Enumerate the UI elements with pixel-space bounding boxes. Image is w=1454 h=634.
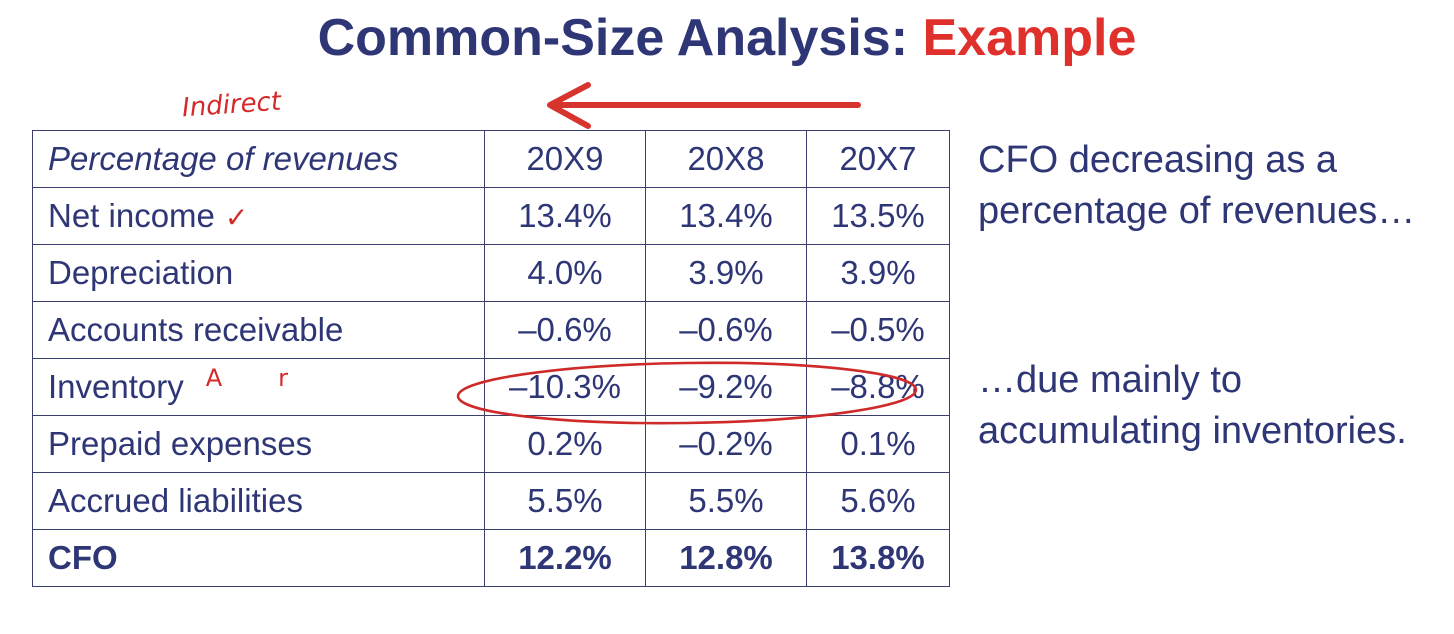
cell-value: 13.5% xyxy=(806,187,950,245)
check-mark-icon: ✓ xyxy=(224,201,249,234)
cell-value: 3.9% xyxy=(645,244,807,302)
header-20x8: 20X8 xyxy=(645,130,807,188)
total-value: 13.8% xyxy=(806,529,950,587)
table-row: Depreciation 4.0% 3.9% 3.9% xyxy=(32,244,950,302)
row-label-cell: Net income ✓ xyxy=(32,187,485,245)
table-total-row: CFO 12.2% 12.8% 13.8% xyxy=(32,529,950,587)
row-label: Accrued liabilities xyxy=(32,472,485,530)
row-label: Prepaid expenses xyxy=(32,415,485,473)
header-20x7: 20X7 xyxy=(806,130,950,188)
row-label: Accounts receivable xyxy=(32,301,485,359)
handwritten-indirect-note: Indirect xyxy=(181,86,282,124)
cell-value: 4.0% xyxy=(484,244,646,302)
circled-inventory-highlight xyxy=(456,361,918,425)
title-main: Common-Size Analysis: xyxy=(317,9,909,67)
table-row: Accrued liabilities 5.5% 5.5% 5.6% xyxy=(32,472,950,530)
note-cfo-decreasing: CFO decreasing as a percentage of revenu… xyxy=(978,139,1416,232)
cell-value: 5.6% xyxy=(806,472,950,530)
arrow-left-icon xyxy=(547,82,861,129)
note-accumulating-inventories: …due mainly to accumulating inventories. xyxy=(978,359,1407,452)
row-label: Inventory xyxy=(48,368,184,405)
cell-value: –0.5% xyxy=(806,301,950,359)
header-label: Percentage of revenues xyxy=(32,130,485,188)
header-20x9: 20X9 xyxy=(484,130,646,188)
table-row: Accounts receivable –0.6% –0.6% –0.5% xyxy=(32,301,950,359)
slide-title: Common-Size Analysis: Example xyxy=(0,8,1454,68)
cell-value: 13.4% xyxy=(484,187,646,245)
common-size-table: Percentage of revenues 20X9 20X8 20X7 Ne… xyxy=(32,130,950,587)
cell-value: 0.2% xyxy=(484,415,646,473)
table-header-row: Percentage of revenues 20X9 20X8 20X7 xyxy=(32,130,950,188)
row-label: Depreciation xyxy=(32,244,485,302)
cell-value: –0.6% xyxy=(484,301,646,359)
cell-value: –9.2% xyxy=(645,358,807,416)
cell-value: 13.4% xyxy=(645,187,807,245)
table-row: Net income ✓ 13.4% 13.4% 13.5% xyxy=(32,187,950,245)
cell-value: –0.6% xyxy=(645,301,807,359)
total-value: 12.8% xyxy=(645,529,807,587)
total-value: 12.2% xyxy=(484,529,646,587)
cell-value: 3.9% xyxy=(806,244,950,302)
title-accent: Example xyxy=(922,9,1137,67)
total-label: CFO xyxy=(32,529,485,587)
table-row: Prepaid expenses 0.2% –0.2% 0.1% xyxy=(32,415,950,473)
row-label: Net income xyxy=(48,197,215,234)
cell-value: 5.5% xyxy=(645,472,807,530)
cell-value: –0.2% xyxy=(645,415,807,473)
handwritten-mark-a: A xyxy=(205,364,223,392)
handwritten-mark-up: r xyxy=(278,364,289,392)
cell-value: 5.5% xyxy=(484,472,646,530)
